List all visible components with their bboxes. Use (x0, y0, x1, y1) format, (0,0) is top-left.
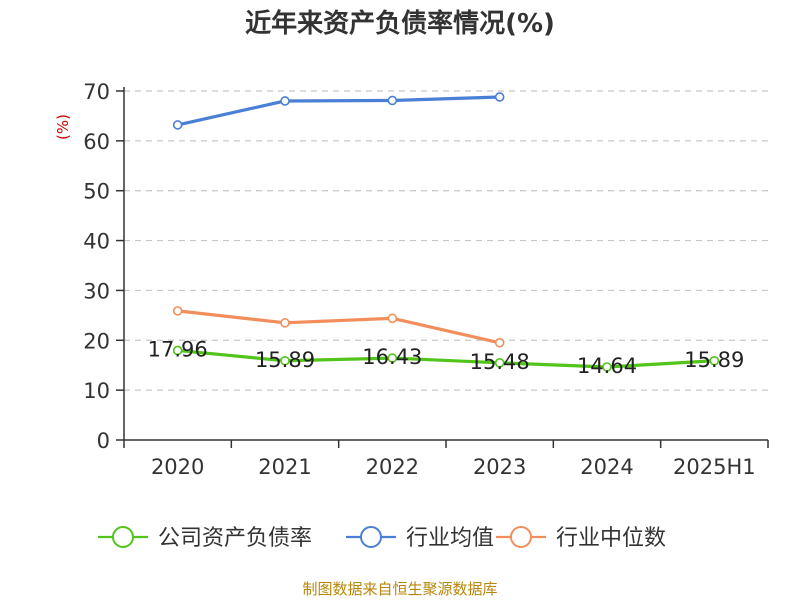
point-0-4 (602, 362, 612, 372)
data-label-0-0: 17.96 (148, 337, 208, 361)
point-0-2 (387, 353, 398, 363)
series-line-2 (177, 309, 501, 345)
point-2-2 (387, 313, 398, 324)
x-tick-label-2025H1: 2025H1 (673, 455, 756, 479)
point-0-1 (280, 355, 290, 366)
data-label-0-4: 14.64 (577, 354, 637, 378)
x-tick-label-2021: 2021 (258, 455, 311, 479)
series-line-1 (177, 95, 500, 127)
point-1-2 (387, 95, 398, 106)
data-label-0-1: 15.89 (255, 348, 315, 372)
legend-label-1: 行业均值 (406, 526, 494, 551)
data-label-0-3: 15.48 (470, 350, 530, 374)
y-tick-label-20: 20 (83, 329, 110, 353)
y-tick-label-70: 70 (83, 80, 110, 104)
x-tick-label-2022: 2022 (366, 455, 419, 479)
y-tick-label-10: 10 (83, 379, 110, 403)
legend-label-2: 行业中位数 (556, 526, 666, 551)
legend-item-2: 行业中位数 (496, 526, 666, 551)
y-tick-label-30: 30 (83, 279, 110, 303)
series-line-0 (177, 348, 715, 369)
point-1-0 (172, 120, 183, 130)
legend: 公司资产负债率 行业均值 行业中位数 (98, 526, 666, 551)
series-lines (172, 92, 720, 372)
point-2-3 (494, 337, 505, 348)
point-0-0 (172, 345, 183, 356)
x-tick-label-2020: 2020 (151, 455, 204, 479)
point-1-1 (280, 96, 290, 106)
y-tick-label-0: 0 (97, 429, 110, 453)
data-label-0-2: 16.43 (362, 345, 422, 369)
legend-swatch-marker-2 (510, 526, 532, 548)
axes: 0 10 20 30 40 50 60 70 2020 2021 2022 2023 2024 2025H… (83, 80, 769, 479)
data-label-0-5: 15.89 (684, 348, 744, 372)
source-note: 制图数据来自恒生聚源数据库 (302, 580, 497, 598)
legend-item-0: 公司资产负债率 (98, 526, 312, 551)
legend-label-0: 公司资产负债率 (158, 526, 312, 551)
grid-lines (124, 90, 768, 391)
point-0-3 (494, 358, 505, 368)
y-tick-label-60: 60 (83, 130, 110, 154)
legend-swatch-marker-1 (360, 526, 382, 548)
y-tick-label-50: 50 (83, 180, 110, 204)
point-2-1 (280, 318, 290, 328)
chart-title: 近年来资产负债率情况(%) (245, 8, 555, 39)
y-axis-label: (%) (54, 114, 72, 140)
x-tick-label-2024: 2024 (580, 455, 633, 479)
data-labels: 17.96 15.89 16.43 15.48 14.64 15.89 (148, 337, 745, 378)
y-tick-label-40: 40 (83, 230, 110, 254)
x-tick-label-2023: 2023 (473, 455, 526, 479)
point-0-5 (709, 355, 720, 366)
point-1-3 (494, 92, 505, 102)
point-2-0 (172, 306, 183, 316)
legend-item-1: 行业均值 (346, 526, 494, 551)
legend-swatch-marker-0 (112, 526, 134, 548)
